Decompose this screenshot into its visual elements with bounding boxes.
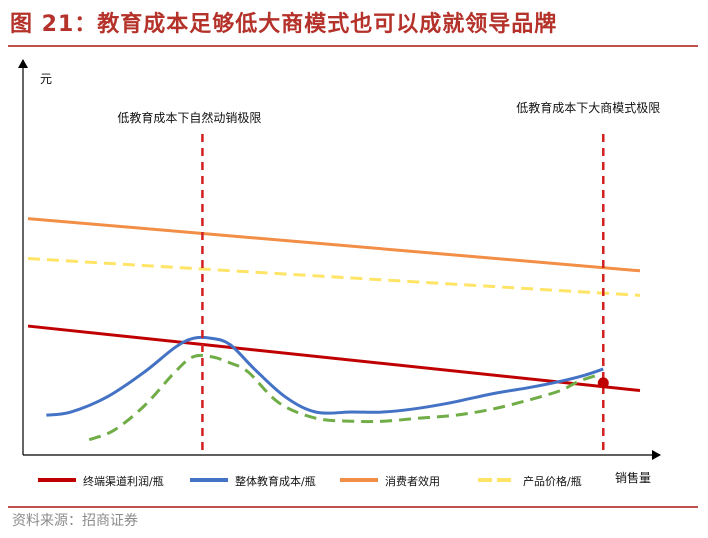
x-axis-label: 销售量 <box>615 470 651 485</box>
series-line-4 <box>27 257 641 297</box>
series-line-1 <box>27 324 641 393</box>
series-line-2 <box>46 335 604 417</box>
plot-area: 低教育成本下自然动销极限 低教育成本下大商模式极限 <box>27 100 660 455</box>
y-axis-label: 元 <box>40 72 52 86</box>
footer-rule <box>8 506 698 508</box>
legend-label-3: 消费者效用 <box>385 474 440 488</box>
title-rule <box>8 45 698 47</box>
annotation-label-1: 低教育成本下自然动销极限 <box>117 110 261 125</box>
legend-label-2: 整体教育成本/瓶 <box>235 474 316 488</box>
series-line-5 <box>88 353 598 442</box>
figure-title: 图 21：教育成本足够低大商模式也可以成就领导品牌 <box>10 12 558 37</box>
legend-label-1: 终端渠道利润/瓶 <box>83 474 164 488</box>
annotation-label-2: 低教育成本下大商模式极限 <box>516 100 660 115</box>
marker-point-1 <box>597 377 609 389</box>
series-line-3 <box>27 217 641 273</box>
chart-canvas: 元 销售量 低教育成本下自然动销极限 低教育成本下大商模式极限 终端渠道利润/瓶 整… <box>18 59 661 488</box>
legend: 终端渠道利润/瓶 整体教育成本/瓶 消费者效用 产品价格/瓶 <box>38 474 582 488</box>
legend-label-4: 产品价格/瓶 <box>523 474 582 488</box>
source-note: 资料来源：招商证券 <box>12 513 138 529</box>
